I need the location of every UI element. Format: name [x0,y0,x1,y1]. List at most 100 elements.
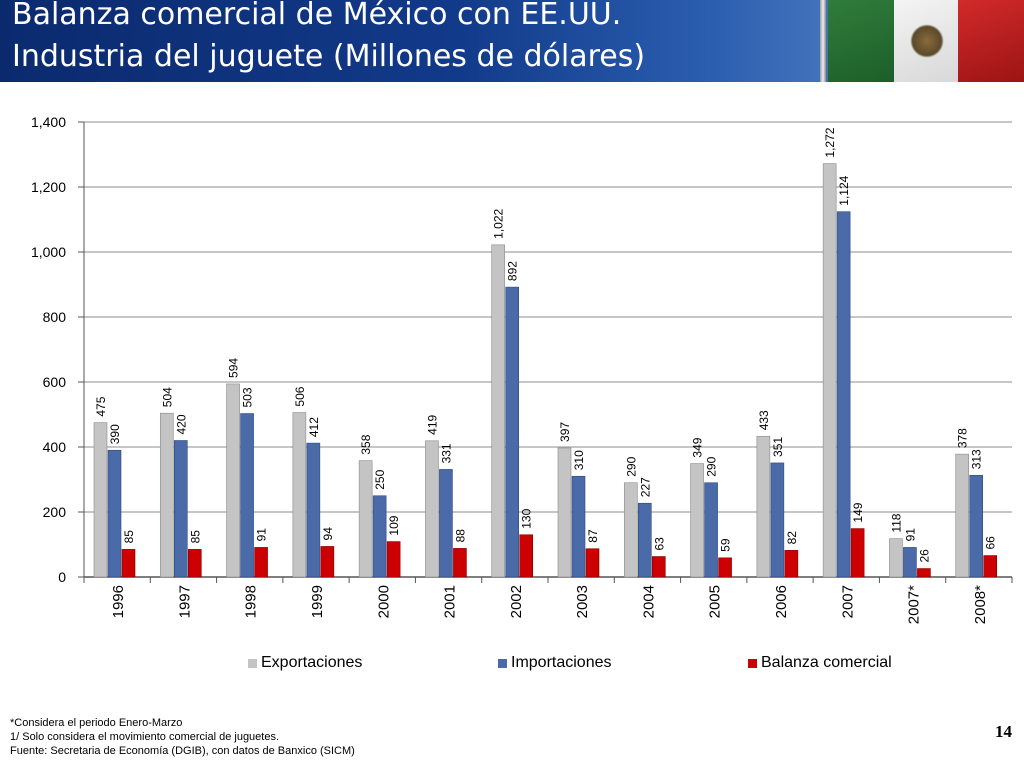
data-label-exportaciones: 419 [425,414,439,434]
bar-exportaciones [889,538,903,578]
x-category-label: 2004 [640,585,657,618]
bar-exportaciones [292,412,307,578]
y-tick-label: 1,200 [31,179,66,195]
x-category-label: 1999 [309,585,326,618]
bar-exportaciones [822,163,837,578]
bar-balanza [187,549,202,578]
data-label-exportaciones: 1,022 [492,208,506,238]
data-label-balanza: 130 [520,508,534,528]
data-label-importaciones: 250 [373,469,387,489]
slide-title: Balanza comercial de México con EE.UU. I… [12,0,812,78]
data-label-importaciones: 420 [174,414,188,434]
data-label-importaciones: 1,124 [837,175,851,205]
data-label-exportaciones: 475 [94,396,108,416]
bar-exportaciones [358,460,373,578]
chart-legend: Exportaciones Importaciones Balanza come… [0,654,1024,672]
bar-balanza [386,541,401,578]
bar-balanza [121,549,136,578]
y-tick-label: 1,400 [31,114,66,130]
bar-importaciones [107,449,122,578]
bar-balanza [850,528,865,578]
bar-balanza [453,548,467,578]
data-label-balanza: 91 [255,528,269,542]
title-line-1: Balanza comercial de México con EE.UU. [12,0,622,32]
data-label-importaciones: 227 [638,477,652,497]
x-category-label: 2007 [839,585,856,618]
bar-importaciones [372,495,387,578]
data-label-exportaciones: 118 [889,513,903,532]
bar-importaciones [439,469,453,578]
title-line-2: Industria del juguete (Millones de dólar… [12,39,646,74]
data-label-exportaciones: 433 [757,410,771,430]
data-label-importaciones: 892 [506,261,520,281]
bar-importaciones [969,474,984,578]
data-label-balanza: 63 [652,537,666,551]
x-category-label: 2001 [442,585,459,618]
bar-balanza [519,534,534,578]
legend-label-exportaciones: Exportaciones [261,654,363,671]
bar-exportaciones [226,383,240,578]
mexico-flag-image [828,0,1024,82]
x-category-label: 2007* [906,585,923,624]
bar-exportaciones [491,244,506,578]
y-tick-label: 200 [43,504,67,520]
x-category-label: 2002 [508,585,525,618]
y-tick-label: 800 [43,309,67,325]
data-label-balanza: 66 [984,536,998,550]
data-label-exportaciones: 349 [691,437,705,457]
data-label-exportaciones: 358 [359,434,373,454]
data-label-balanza: 88 [453,529,467,543]
data-label-importaciones: 390 [108,424,122,444]
bar-balanza [917,568,931,578]
bar-exportaciones [93,422,108,578]
bar-importaciones [836,211,851,578]
data-label-importaciones: 503 [241,387,255,407]
data-label-exportaciones: 378 [956,428,970,448]
legend-item-importaciones: Importaciones [498,654,612,672]
data-label-balanza: 149 [851,502,865,522]
legend-item-exportaciones: Exportaciones [248,654,362,672]
x-category-label: 1998 [243,585,260,618]
bar-importaciones [704,482,718,578]
legend-item-balanza: Balanza comercial [748,654,892,672]
y-tick-label: 0 [58,569,66,585]
x-category-label: 2005 [707,585,724,618]
flag-emblem-icon [910,24,944,58]
bar-balanza [254,547,268,578]
flag-green-stripe [828,0,894,82]
bar-importaciones [306,442,321,578]
data-label-importaciones: 313 [970,449,984,469]
x-category-label: 2000 [375,585,392,618]
data-label-balanza: 85 [122,530,136,544]
data-label-importaciones: 412 [307,417,321,437]
bar-balanza [651,556,666,578]
bar-exportaciones [756,435,771,578]
data-label-balanza: 59 [719,538,733,552]
data-label-balanza: 94 [321,527,335,541]
y-tick-label: 1,000 [31,244,66,260]
flag-pole [820,0,826,82]
slide-header: Balanza comercial de México con EE.UU. I… [0,0,1024,82]
data-label-importaciones: 310 [572,450,586,470]
bar-balanza [983,555,998,578]
data-label-balanza: 87 [586,529,600,543]
data-label-balanza: 82 [785,531,799,545]
data-label-importaciones: 290 [705,456,719,476]
bar-balanza [784,550,799,578]
data-label-importaciones: 351 [771,437,785,457]
data-label-balanza: 26 [917,549,931,563]
page-number: 14 [995,722,1012,741]
data-label-balanza: 109 [387,515,401,535]
bar-exportaciones [690,463,704,578]
bar-importaciones [571,475,586,578]
bar-importaciones [637,502,652,578]
bar-importaciones [903,547,917,578]
bar-balanza [585,548,600,578]
data-label-exportaciones: 1,272 [823,127,837,157]
x-category-label: 2008* [972,585,989,624]
footnote-period: *Considera el periodo Enero-Marzo [10,717,183,729]
bar-importaciones [173,440,188,578]
x-category-label: 1997 [176,585,193,618]
legend-swatch-exportaciones [248,658,257,668]
